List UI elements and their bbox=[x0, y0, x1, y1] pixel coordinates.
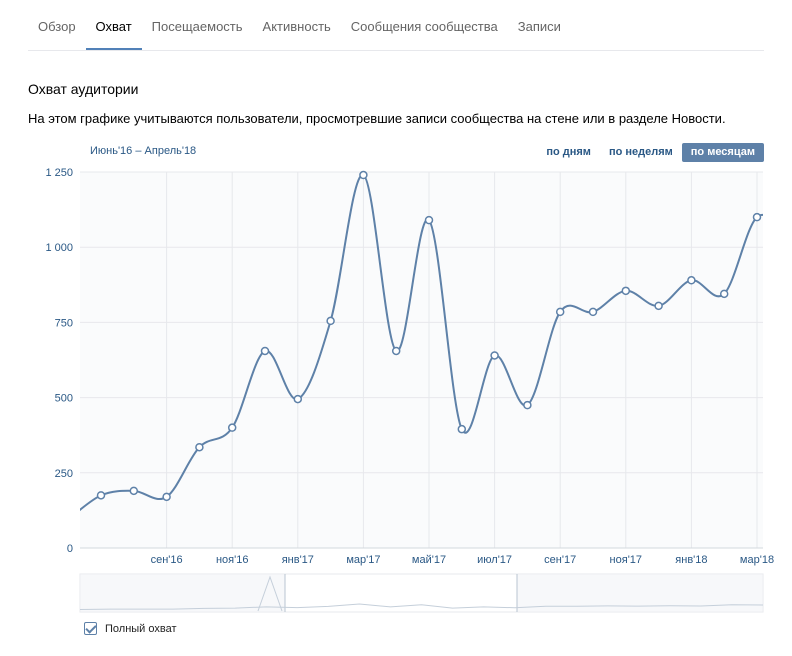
data-point bbox=[523, 400, 532, 410]
y-tick-label: 0 bbox=[67, 543, 73, 555]
by-months-button[interactable]: по месяцам bbox=[681, 143, 764, 162]
y-tick-label: 750 bbox=[55, 317, 73, 329]
x-tick-label: янв'18 bbox=[675, 554, 707, 566]
data-point bbox=[621, 286, 631, 296]
x-tick-label: мар'18 bbox=[740, 554, 774, 566]
tab-community-messages[interactable]: Сообщения сообщества bbox=[350, 19, 498, 34]
tab-activity[interactable]: Активность bbox=[262, 19, 331, 34]
data-point bbox=[752, 212, 762, 222]
x-tick-label: янв'17 bbox=[282, 554, 314, 566]
y-tick-label: 250 bbox=[55, 468, 73, 480]
x-tick-label: май'17 bbox=[412, 554, 446, 566]
data-point bbox=[719, 289, 729, 299]
data-point bbox=[96, 491, 106, 500]
data-point bbox=[391, 346, 401, 356]
period-label: Июнь'16 – Апрель'18 bbox=[90, 145, 197, 157]
section-description: На этом графике учитываются пользователи… bbox=[28, 111, 726, 126]
data-point bbox=[555, 307, 565, 317]
x-tick-label: сен'17 bbox=[544, 554, 576, 566]
section-title: Охват аудитории bbox=[28, 81, 139, 97]
period-switcher: по дням по неделям по месяцам bbox=[537, 143, 764, 162]
navigator-spike bbox=[257, 575, 283, 612]
x-tick-label: июл'17 bbox=[477, 554, 512, 566]
data-point bbox=[260, 346, 270, 356]
x-tick-label: ноя'17 bbox=[610, 554, 642, 566]
tab-attendance[interactable]: Посещаемость bbox=[151, 19, 243, 34]
tab-overview[interactable]: Обзор bbox=[38, 19, 76, 34]
data-point bbox=[654, 301, 663, 311]
data-point bbox=[490, 351, 499, 360]
data-point bbox=[457, 424, 467, 434]
navigator-mask-left bbox=[80, 574, 285, 612]
legend-label: Полный охват bbox=[105, 622, 177, 635]
y-tick-label: 1 000 bbox=[45, 242, 73, 254]
y-tick-label: 1 250 bbox=[45, 167, 73, 179]
by-weeks-button[interactable]: по неделям bbox=[608, 146, 673, 158]
plot-area bbox=[80, 172, 763, 548]
full-reach-checkbox[interactable] bbox=[84, 622, 97, 635]
data-point bbox=[326, 316, 335, 326]
y-tick-label: 500 bbox=[55, 393, 73, 405]
x-tick-label: сен'16 bbox=[151, 554, 183, 566]
data-point bbox=[129, 486, 139, 496]
navigator-line bbox=[79, 603, 764, 611]
data-point bbox=[227, 423, 237, 432]
tabs-bar: Обзор Охват Посещаемость Активность Сооб… bbox=[28, 0, 764, 51]
tab-posts[interactable]: Записи bbox=[517, 19, 561, 34]
data-point bbox=[687, 276, 696, 285]
data-point bbox=[195, 442, 204, 452]
data-point bbox=[588, 307, 598, 317]
legend: Полный охват bbox=[84, 622, 177, 635]
data-point bbox=[359, 170, 368, 180]
data-point bbox=[162, 492, 171, 502]
x-tick-label: ноя'16 bbox=[216, 554, 248, 566]
tab-reach[interactable]: Охват bbox=[85, 0, 142, 50]
data-point bbox=[424, 215, 434, 225]
by-days-button[interactable]: по дням bbox=[546, 146, 591, 158]
data-point bbox=[293, 394, 303, 404]
x-tick-label: мар'17 bbox=[346, 554, 380, 566]
